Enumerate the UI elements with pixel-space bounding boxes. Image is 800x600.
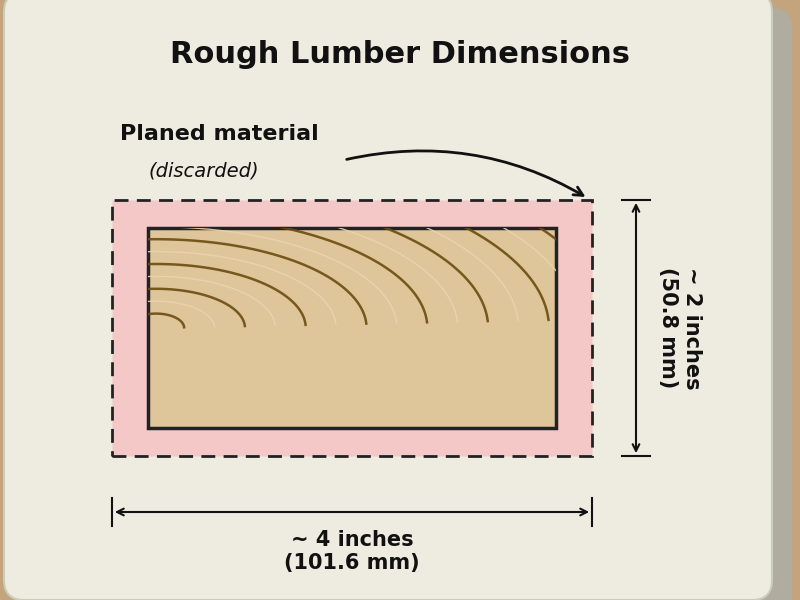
Text: ~ 2 inches
(50.8 mm): ~ 2 inches (50.8 mm) xyxy=(658,266,702,389)
FancyBboxPatch shape xyxy=(24,8,792,600)
Text: Planed material: Planed material xyxy=(120,124,318,144)
Bar xyxy=(148,228,556,428)
Text: Rough Lumber Dimensions: Rough Lumber Dimensions xyxy=(170,40,630,69)
Text: (discarded): (discarded) xyxy=(148,161,258,181)
Text: ~ 4 inches
(101.6 mm): ~ 4 inches (101.6 mm) xyxy=(284,530,420,573)
Bar xyxy=(112,200,592,456)
FancyBboxPatch shape xyxy=(4,0,772,600)
Bar xyxy=(148,228,556,428)
